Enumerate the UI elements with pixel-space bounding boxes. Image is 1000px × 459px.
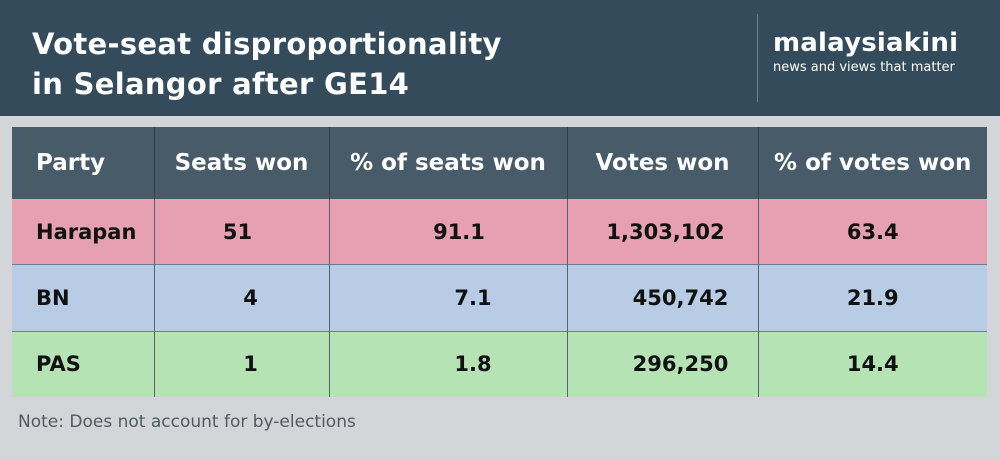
cell-votes: 1,303,102: [567, 199, 759, 265]
cell-seats-pct: 91.1: [329, 199, 568, 265]
page-title: Vote-seat disproportionality in Selangor…: [32, 24, 502, 104]
cell-seats: 1: [154, 330, 330, 397]
brand-logo: malaysiakini news and views that matter: [773, 26, 958, 76]
table-row: BN 4 7.1 450,742 21.9: [12, 264, 987, 332]
cell-votes: 296,250: [567, 330, 759, 397]
footnote: Note: Does not account for by-elections: [18, 412, 356, 432]
table-row: PAS 1 1.8 296,250 14.4: [12, 330, 987, 397]
cell-votes-pct: 63.4: [758, 199, 987, 265]
header-banner: Vote-seat disproportionality in Selangor…: [0, 0, 1000, 116]
table-row: Harapan 51 91.1 1,303,102 63.4: [12, 199, 987, 265]
cell-party: PAS: [12, 330, 155, 397]
cell-votes: 450,742: [567, 264, 759, 332]
brand-name: malaysiakini: [773, 28, 959, 58]
cell-seats: 4: [154, 264, 330, 332]
cell-party: BN: [12, 264, 155, 332]
header-divider: [757, 14, 758, 102]
cell-votes-pct: 14.4: [758, 330, 987, 397]
cell-seats: 51: [154, 199, 330, 265]
column-header-seats-pct: % of seats won: [329, 127, 568, 199]
cell-seats-pct: 1.8: [329, 330, 568, 397]
brand-tagline: news and views that matter: [773, 60, 955, 75]
column-header-votes-pct: % of votes won: [758, 127, 987, 199]
column-header-votes: Votes won: [567, 127, 759, 199]
cell-votes-pct: 21.9: [758, 264, 987, 332]
table-header-row: Party Seats won % of seats won Votes won…: [12, 127, 987, 199]
cell-seats-pct: 7.1: [329, 264, 568, 332]
title-line-2: in Selangor after GE14: [32, 67, 410, 101]
cell-party: Harapan: [12, 199, 155, 265]
results-table: Party Seats won % of seats won Votes won…: [12, 127, 987, 397]
column-header-seats: Seats won: [154, 127, 330, 199]
column-header-party: Party: [12, 127, 155, 199]
title-line-1: Vote-seat disproportionality: [32, 27, 502, 61]
